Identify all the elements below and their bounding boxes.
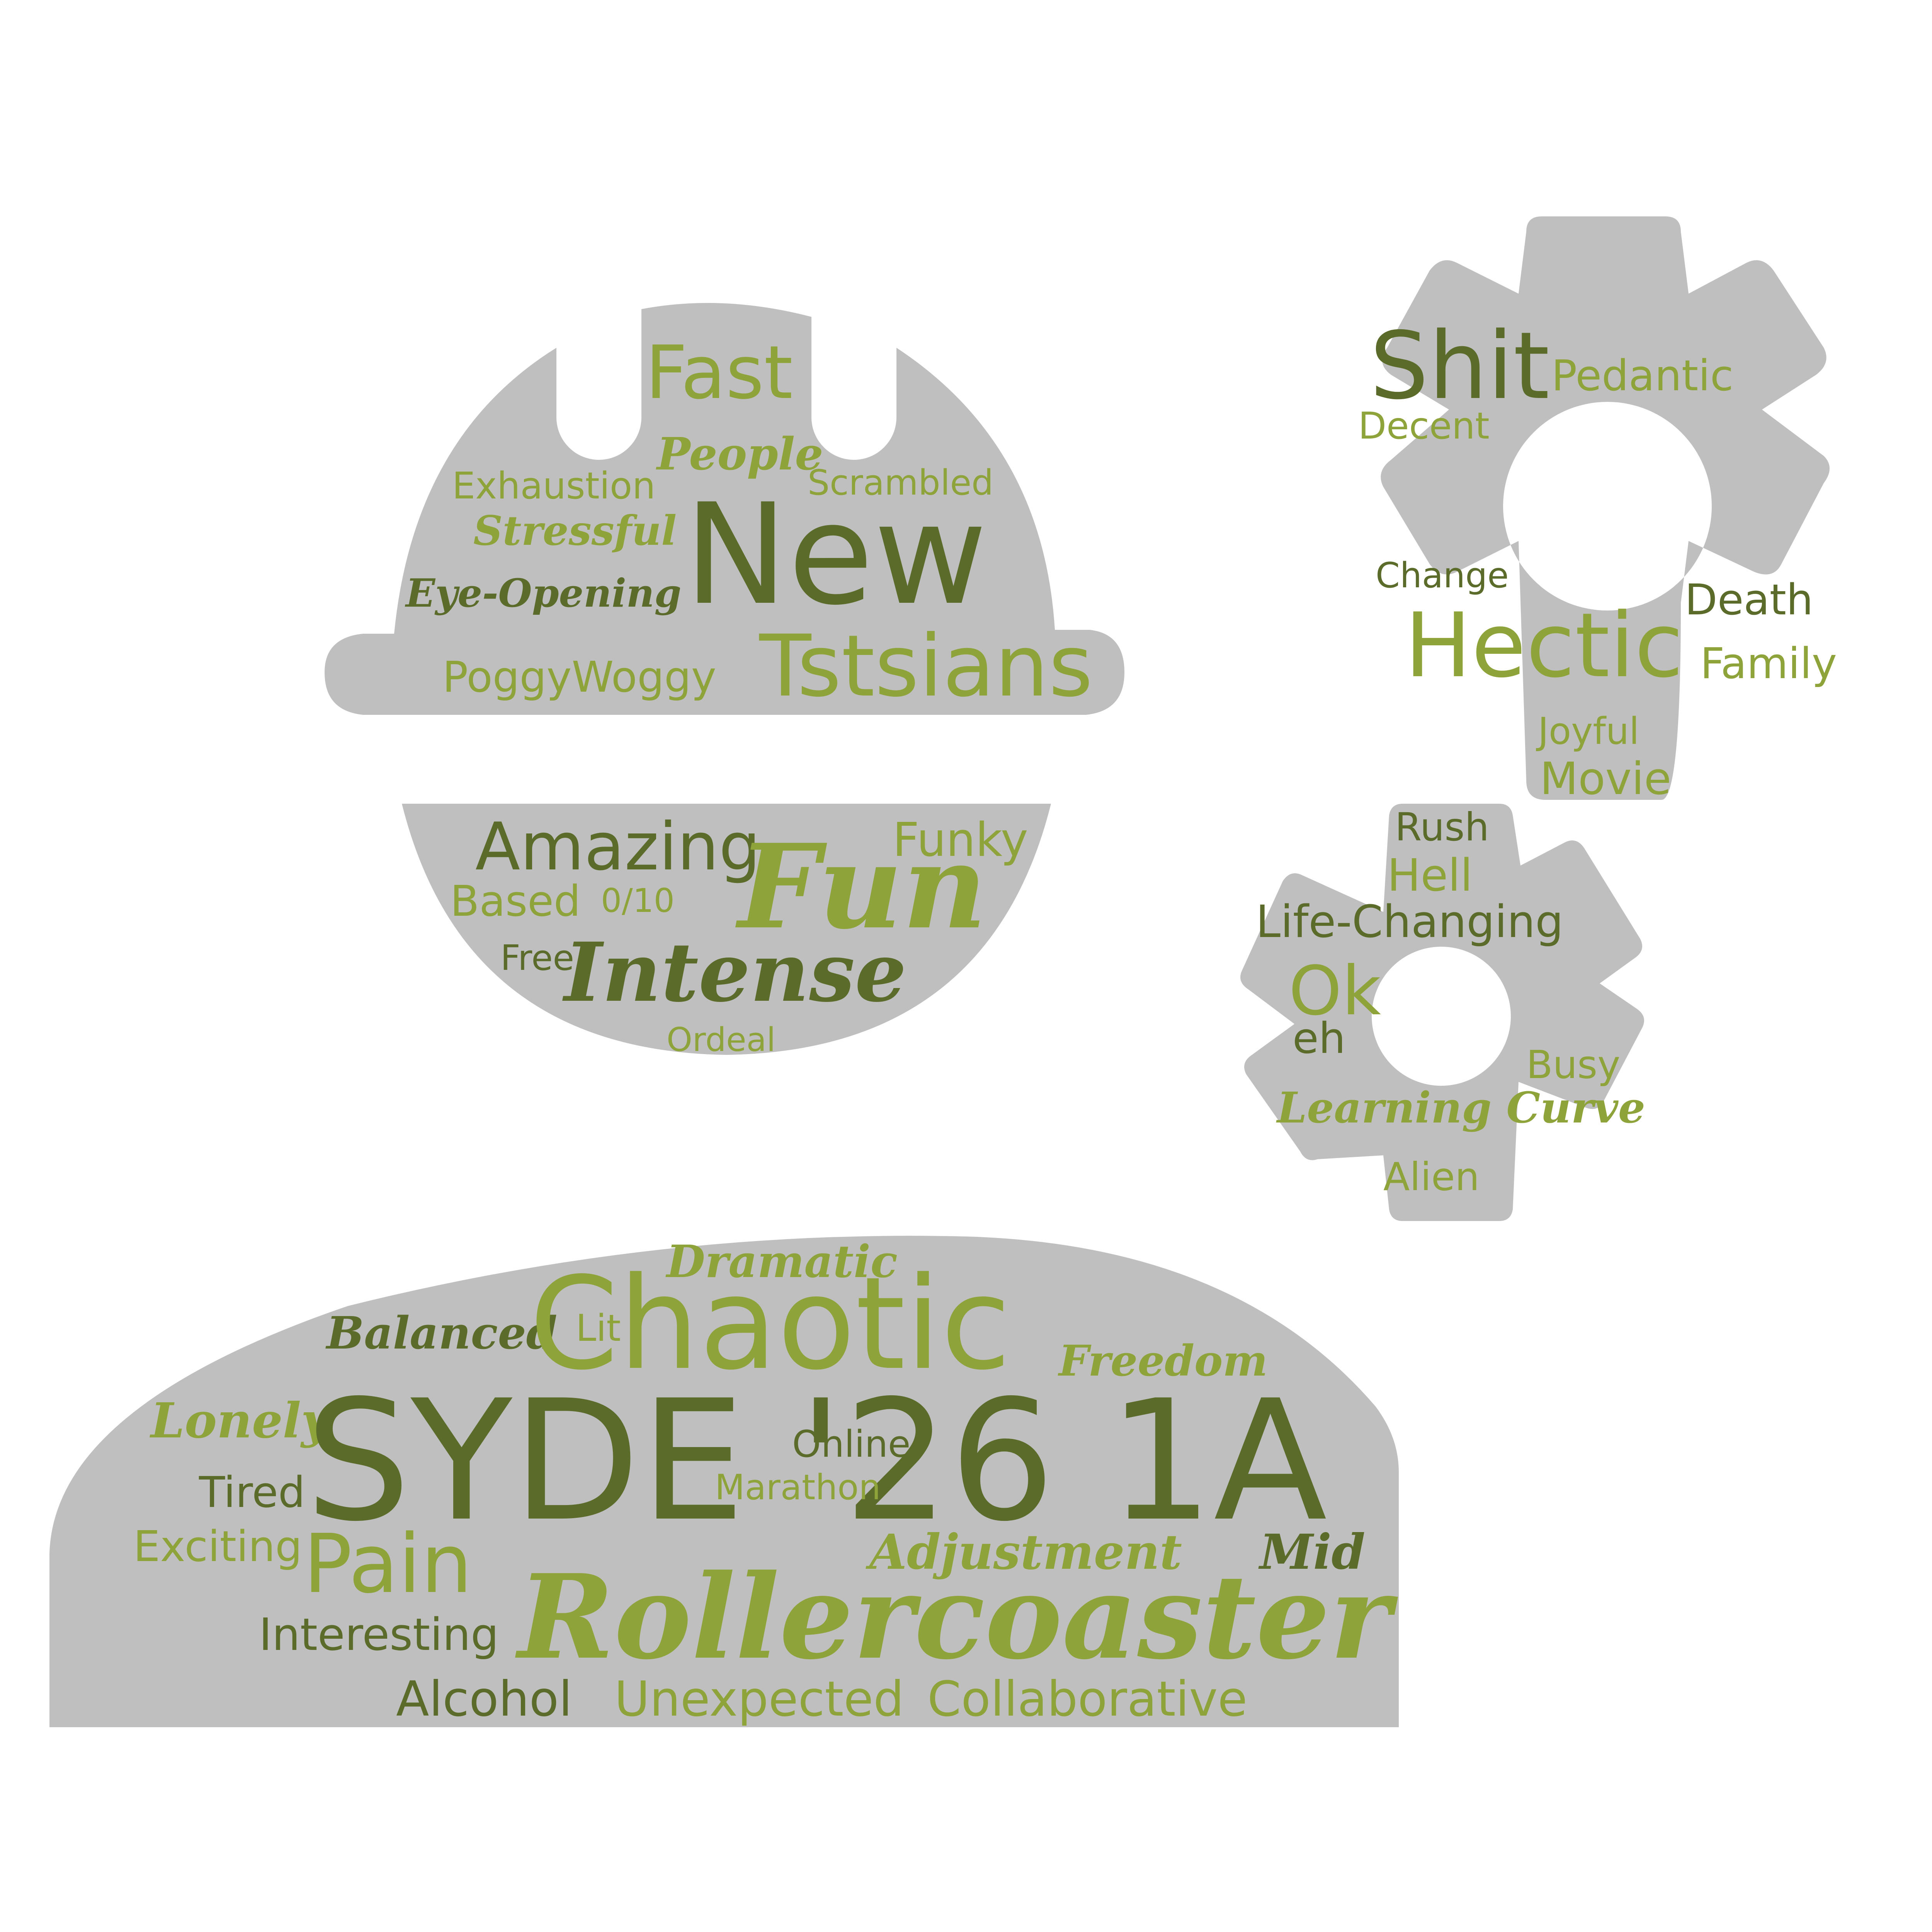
word-interesting: Interesting [259,1609,499,1661]
large-gear-shape [1381,216,1830,800]
word-rollercoaster: Rollercoaster [514,1549,1399,1685]
dome-shape [49,1236,1399,1727]
word-exhaustion: Exhaustion [452,465,655,507]
word-alien: Alien [1383,1154,1480,1199]
small-gear-shape [1240,804,1644,1221]
word-stressful: Stressful [473,507,677,554]
word-dramatic: Dramatic [665,1236,898,1288]
word-syde-26-1a: SYDE '26 1A [305,1365,1328,1558]
word-chaotic: Chaotic [529,1250,1011,1398]
word-people: People [656,428,823,480]
word-new: New [684,474,987,636]
word-balanced: Balanced [325,1307,557,1359]
word-joyful: Joyful [1536,710,1639,753]
bowl-shape [402,804,1051,1055]
word-ok: Ok [1289,952,1381,1031]
dome-words: Dramatic Balanced Lit Chaotic Freedom Lo… [133,1236,1399,1727]
word-movie: Movie [1540,753,1671,805]
word-mid: Mid [1258,1524,1365,1580]
word-eh: eh [1293,1014,1345,1063]
bowl-words: Amazing Fun Funky Based 0/10 Free Intens… [450,809,1028,1059]
word-death: Death [1685,575,1813,624]
word-shit: Shit [1370,312,1549,420]
word-hell: Hell [1387,850,1473,901]
word-collaborative: Collaborative [927,1671,1247,1727]
word-poggywoggy: PoggyWoggy [442,652,716,702]
word-fast: Fast [645,330,793,415]
word-fun: Fun [735,818,987,955]
large-gear-words: Shit Pedantic Decent Change Death Hectic… [1358,312,1837,805]
word-unexpected: Unexpected [614,1671,904,1727]
word-pain: Pain [303,1517,472,1611]
word-intense: Intense [562,925,906,1020]
word-tired: Tired [199,1468,305,1517]
helmet-shape [325,303,1124,715]
word-learning-curve: Learning Curve [1276,1083,1645,1133]
word-0-10: 0/10 [601,882,675,920]
word-ordeal: Ordeal [667,1021,776,1059]
word-lit: Lit [576,1307,621,1350]
word-eye-opening: Eye-Opening [405,570,681,616]
small-gear-words: Rush Hell Life-Changing Ok eh Busy Learn… [1256,804,1645,1199]
word-scrambled: Scrambled [808,463,993,503]
word-freedom: Freedom [1058,1336,1268,1386]
word-family: Family [1700,639,1837,688]
word-online: Online [792,1423,910,1466]
word-hectic: Hectic [1405,594,1683,697]
word-alcohol: Alcohol [396,1671,572,1727]
word-free: Free [500,938,574,978]
word-busy: Busy [1526,1042,1620,1087]
word-tstsians: Tstsians [759,617,1093,716]
word-rush: Rush [1395,804,1489,850]
word-change: Change [1376,555,1509,596]
word-pedantic: Pedantic [1551,351,1733,400]
word-exciting: Exciting [133,1522,302,1571]
helmet-words: Fast People Exhaustion Scrambled Stressf… [405,330,1093,716]
word-life-changing: Life-Changing [1256,896,1563,948]
word-amazing: Amazing [475,809,760,885]
word-funky: Funky [893,813,1028,867]
word-adjustment: Adjustment [866,1524,1182,1580]
word-based: Based [450,876,581,926]
word-marathon: Marathon [715,1467,881,1508]
word-decent: Decent [1358,405,1490,447]
word-lonely: Lonely [150,1393,332,1449]
